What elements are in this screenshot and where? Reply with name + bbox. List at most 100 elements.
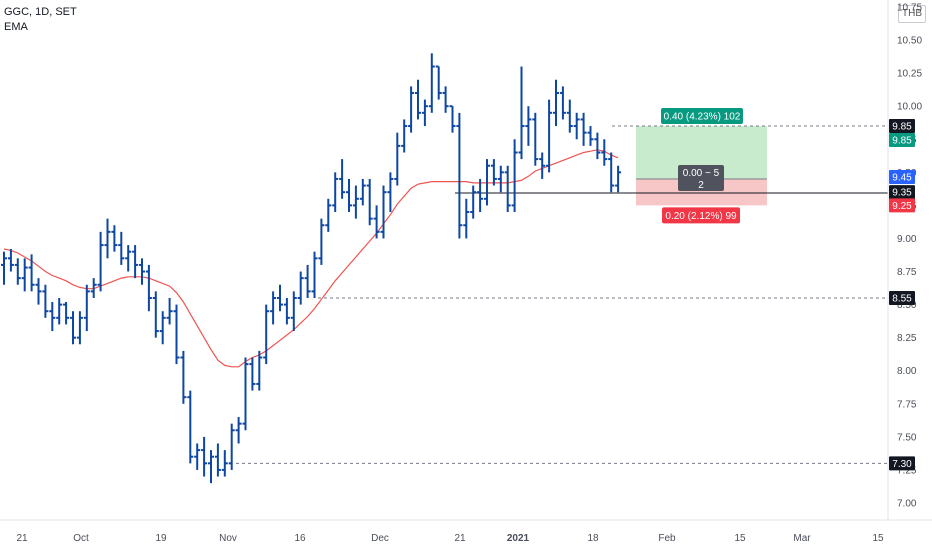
ohlc-bar (256, 350, 263, 391)
price-axis-label[interactable]: 9.35 (889, 185, 915, 200)
stop-label[interactable]: 0.20 (2.12%) 99 (662, 207, 740, 224)
ohlc-bar (7, 249, 14, 272)
ohlc-bar (187, 390, 194, 464)
ohlc-bar (380, 185, 387, 239)
price-axis-label[interactable]: 8.55 (889, 290, 915, 305)
price-tick-label: 10.00 (897, 102, 922, 113)
time-tick-label: 18 (587, 533, 599, 544)
ohlc-bar (125, 245, 132, 272)
price-tick-label: 7.25 (897, 465, 917, 476)
price-axis-label-text: 8.55 (892, 293, 912, 304)
ohlc-bar (325, 198, 332, 232)
ohlc-bar (145, 264, 152, 312)
price-tick-label: 9.00 (897, 234, 917, 245)
ohlc-bar (311, 251, 318, 298)
ohlc-bar (484, 159, 490, 206)
ohlc-bar (594, 132, 601, 160)
time-tick-label: 2021 (507, 533, 530, 544)
ohlc-bar (346, 178, 352, 213)
ohlc-bar (132, 245, 139, 279)
ohlc-bar (152, 291, 159, 338)
price-tick-label: 7.50 (897, 432, 917, 443)
price-axis-label-bg (889, 133, 915, 148)
ohlc-bar (504, 165, 511, 213)
ohlc-bar (470, 185, 477, 219)
time-tick-label: 21 (16, 533, 28, 544)
ohlc-bar (28, 254, 35, 292)
ohlc-bar (608, 152, 615, 193)
time-tick-label: 19 (155, 533, 167, 544)
ohlc-bar (511, 139, 518, 213)
ohlc-bar (546, 99, 553, 173)
ohlc-bar (553, 79, 559, 127)
chart-header: GGC, 1D, SET (4, 6, 77, 18)
ohlc-bar (139, 258, 145, 285)
price-tick-label: 8.75 (897, 267, 917, 278)
price-axis-label[interactable]: 9.45 (889, 169, 915, 184)
ema-legend-label[interactable]: EMA (4, 21, 28, 33)
ohlc-bar (1, 251, 7, 285)
risk-reward-line1: 0.00 ~ 5 (683, 168, 720, 179)
ohlc-bar (76, 311, 83, 345)
price-tick-label: 10.25 (897, 69, 922, 80)
ohlc-bar (339, 159, 346, 199)
time-tick-label: Nov (219, 533, 237, 544)
ohlc-bar (366, 178, 373, 226)
currency-unit-button[interactable]: THB (898, 5, 926, 23)
time-tick-label: 16 (294, 533, 306, 544)
price-tick-label: 10.50 (897, 36, 922, 47)
ohlc-bar (14, 258, 21, 285)
time-tick-label: Oct (73, 533, 89, 544)
ohlc-bar (194, 443, 201, 470)
ohlc-bar (615, 165, 622, 193)
ohlc-bar (263, 304, 270, 365)
price-tick-label: 8.25 (897, 333, 917, 344)
price-tick-label: 7.00 (897, 499, 917, 510)
price-axis-label[interactable]: 9.85 (889, 119, 915, 134)
target-label[interactable]: 0.40 (4.23%) 102 (661, 108, 743, 125)
price-axis-label-bg (889, 290, 915, 305)
price-axis-label-text: 9.25 (892, 201, 912, 212)
ohlc-bar (270, 291, 277, 325)
price-axis-label-text: 9.45 (892, 172, 912, 183)
stop-label-bg (662, 207, 740, 224)
price-tick-label: 7.75 (897, 399, 917, 410)
ohlc-bar (394, 132, 401, 186)
stop-label-text: 0.20 (2.12%) 99 (665, 211, 737, 222)
ohlc-bar (49, 301, 56, 332)
ohlc-bar (408, 86, 415, 133)
ohlc-bar (90, 278, 97, 298)
ohlc-bar (214, 443, 221, 477)
price-axis-label[interactable]: 9.85 (889, 133, 915, 148)
price-axis-label[interactable]: 7.30 (889, 456, 915, 471)
target-label-text: 0.40 (4.23%) 102 (664, 112, 741, 123)
indicator-legend: EMA (4, 21, 28, 33)
ohlc-bar (401, 119, 408, 153)
price-axis-label-text: 9.85 (892, 136, 912, 147)
ohlc-bar (159, 311, 166, 345)
ohlc-bar (242, 357, 249, 431)
horizontal-lines (236, 125, 888, 464)
price-axis-label-text: 9.85 (892, 122, 912, 133)
ohlc-bar (559, 86, 566, 120)
ohlc-bar (463, 198, 470, 239)
target-label-bg (661, 108, 743, 125)
ohlc-bar (166, 297, 173, 325)
ohlc-bar (63, 301, 70, 325)
ohlc-bar (435, 65, 442, 100)
ohlc-bar (539, 152, 546, 179)
ohlc-bar (428, 53, 435, 113)
ohlc-bar (208, 450, 214, 484)
ohlc-bar (118, 231, 125, 265)
ohlc-bar (415, 79, 421, 120)
ohlc-bar (490, 159, 497, 186)
price-axis-label[interactable]: 9.25 (889, 198, 915, 213)
price-axis-label-bg (889, 456, 915, 471)
risk-reward-label[interactable]: 0.00 ~ 52 (678, 164, 724, 191)
time-tick-label: 21 (454, 533, 466, 544)
ohlc-bar (573, 112, 580, 140)
price-axis-label-bg (889, 119, 915, 134)
ohlc-bar (21, 258, 28, 292)
